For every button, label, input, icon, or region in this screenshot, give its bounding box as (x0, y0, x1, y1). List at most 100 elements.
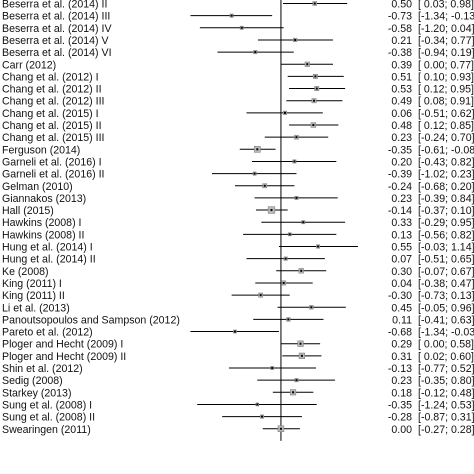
confidence-interval: [ 0.00; 0.77] (418, 59, 474, 71)
effect-point (261, 415, 264, 418)
confidence-interval: [-0.29; 0.95] (418, 217, 474, 229)
study-label: Beserra et al. (2014) III (2, 11, 110, 23)
effect-estimate: 0.06 (391, 108, 412, 120)
effect-estimate: -0.14 (388, 205, 412, 217)
study-label: Ferguson (2014) (2, 144, 80, 156)
study-label: Shin et al. (2012) (2, 363, 83, 375)
effect-estimate: 0.23 (391, 193, 412, 205)
effect-point (230, 14, 233, 17)
confidence-interval: [-1.34; -0.13] (418, 11, 474, 23)
study-label: Swearingen (2011) (2, 424, 91, 436)
confidence-interval: [-0.37; 0.10] (418, 205, 474, 217)
effect-point (279, 427, 282, 430)
effect-point (259, 294, 262, 297)
confidence-interval: [-0.51; 0.62] (418, 108, 474, 120)
confidence-interval: [-0.56; 0.82] (418, 229, 474, 241)
study-label: Ploger and Hecht (2009) I (2, 339, 123, 351)
confidence-interval: [-0.34; 0.77] (418, 35, 474, 47)
study-label: Beserra et al. (2014) VI (2, 47, 112, 59)
confidence-interval: [-0.27; 0.28] (418, 424, 474, 436)
confidence-interval: [-1.34; -0.03] (418, 327, 474, 339)
effect-estimate: 0.18 (391, 387, 412, 399)
study-label: Starkey (2013) (2, 387, 71, 399)
study-label: Li et al. (2013) (2, 302, 70, 314)
confidence-interval: [ 0.12; 0.85] (418, 120, 474, 132)
effect-estimate: 0.29 (391, 339, 412, 351)
effect-estimate: 0.45 (391, 302, 412, 314)
effect-estimate: 0.30 (391, 266, 412, 278)
effect-point (302, 221, 305, 224)
effect-estimate: 0.39 (391, 59, 412, 71)
study-label: Chang et al. (2012) III (2, 96, 104, 108)
study-label: Chang et al. (2012) I (2, 71, 99, 83)
study-label: Hawkins (2008) I (2, 217, 81, 229)
confidence-interval: [-0.77; 0.52] (418, 363, 474, 375)
confidence-interval: [-0.35; 0.80] (418, 375, 474, 387)
study-label: Chang et al. (2015) III (2, 132, 104, 144)
confidence-interval: [-0.41; 0.63] (418, 314, 474, 326)
study-label: Pareto et al. (2012) (2, 327, 93, 339)
study-label: Ke (2008) (2, 266, 49, 278)
effect-estimate: 0.00 (391, 424, 412, 436)
confidence-interval: [-0.24; 0.70] (418, 132, 474, 144)
effect-point (254, 51, 257, 54)
effect-point (314, 75, 317, 78)
effect-point (313, 2, 316, 5)
effect-point (287, 318, 290, 321)
confidence-interval: [-0.07; 0.67] (418, 266, 474, 278)
effect-point (306, 63, 309, 66)
confidence-interval: [ 0.08; 0.91] (418, 96, 474, 108)
effect-point (300, 354, 303, 357)
confidence-interval: [-0.73; 0.13] (418, 290, 474, 302)
effect-estimate: 0.31 (391, 351, 412, 363)
effect-estimate: 0.49 (391, 96, 412, 108)
effect-point (295, 136, 298, 139)
effect-point (315, 87, 318, 90)
study-label: Chang et al. (2012) II (2, 84, 102, 96)
study-label: Beserra et al. (2014) II (2, 0, 107, 11)
study-label: Beserra et al. (2014) IV (2, 23, 112, 35)
effect-estimate: 0.21 (391, 35, 412, 47)
effect-point (294, 38, 297, 41)
study-label: Giannakos (2013) (2, 193, 86, 205)
study-label: Sedig (2008) (2, 375, 63, 387)
study-label: Hawkins (2008) II (2, 229, 84, 241)
effect-estimate: -0.35 (388, 144, 412, 156)
study-label: Hung et al. (2014) II (2, 254, 96, 266)
study-label: Gelman (2010) (2, 181, 73, 193)
effect-estimate: 0.07 (391, 254, 412, 266)
confidence-interval: [ 0.03; 0.98] (418, 0, 474, 11)
study-label: Sung et al. (2008) I (2, 399, 92, 411)
confidence-interval: [ 0.00; 0.58] (418, 339, 474, 351)
effect-estimate: -0.73 (388, 11, 412, 23)
study-label: Ploger and Hecht (2009) II (2, 351, 126, 363)
effect-point (292, 391, 295, 394)
effect-point (293, 160, 296, 163)
effect-estimate: 0.48 (391, 120, 412, 132)
effect-point (283, 111, 286, 114)
study-label: Hall (2015) (2, 205, 54, 217)
effect-estimate: 0.23 (391, 132, 412, 144)
effect-point (270, 209, 273, 212)
effect-point (295, 196, 298, 199)
study-label: Hung et al. (2014) I (2, 242, 93, 254)
confidence-interval: [-0.61; -0.08] (418, 144, 474, 156)
effect-point (256, 148, 259, 151)
confidence-interval: [ 0.02; 0.60] (418, 351, 474, 363)
confidence-interval: [-0.39; 0.84] (418, 193, 474, 205)
confidence-interval: [-0.94; 0.19] (418, 47, 474, 59)
study-label: Garneli et al. (2016) II (2, 169, 104, 181)
confidence-interval: [ 0.12; 0.95] (418, 84, 474, 96)
effect-estimate: -0.38 (388, 47, 412, 59)
effect-estimate: -0.58 (388, 23, 412, 35)
confidence-interval: [-0.43; 0.82] (418, 156, 474, 168)
effect-estimate: 0.23 (391, 375, 412, 387)
effect-estimate: -0.24 (388, 181, 412, 193)
effect-estimate: 0.53 (391, 84, 412, 96)
effect-estimate: 0.04 (391, 278, 412, 290)
confidence-interval: [ 0.10; 0.93] (418, 71, 474, 83)
effect-point (288, 233, 291, 236)
effect-estimate: -0.28 (388, 412, 412, 424)
confidence-interval: [-0.12; 0.48] (418, 387, 474, 399)
